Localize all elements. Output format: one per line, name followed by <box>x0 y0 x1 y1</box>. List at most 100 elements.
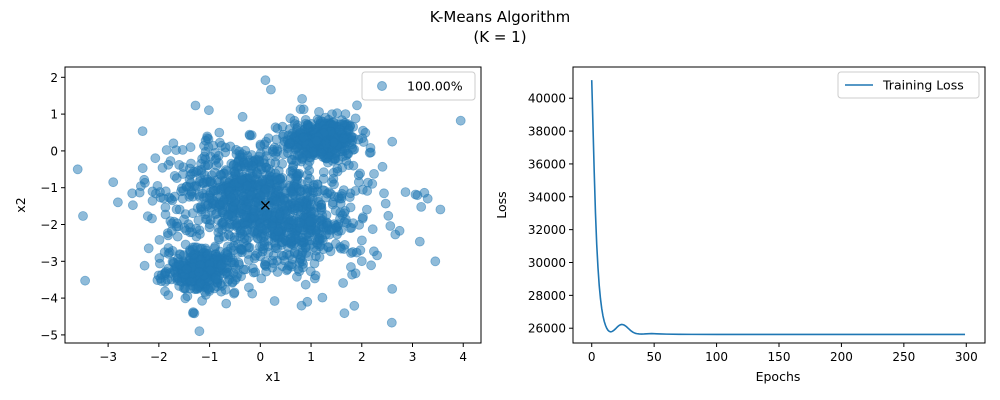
scatter-point <box>185 142 196 153</box>
scatter-point <box>312 193 323 203</box>
scatter-point <box>273 186 284 197</box>
loss-xtick-label: 250 <box>892 350 915 364</box>
scatter-ytick-label: −4 <box>40 292 58 306</box>
scatter-point <box>161 145 172 155</box>
scatter-point <box>287 162 298 173</box>
scatter-point <box>335 198 346 209</box>
scatter-point <box>387 283 398 294</box>
scatter-point <box>353 170 364 181</box>
scatter-point <box>322 157 333 168</box>
scatter-point <box>259 260 270 271</box>
loss-legend-label: Training Loss <box>882 78 964 93</box>
scatter-point <box>430 256 441 267</box>
scatter-point <box>113 197 123 208</box>
scatter-point <box>339 208 350 219</box>
scatter-point <box>372 250 383 261</box>
scatter-point <box>410 189 421 200</box>
scatter-point <box>380 198 391 209</box>
scatter-legend-label: 100.00% <box>407 79 463 94</box>
scatter-point <box>362 185 373 196</box>
scatter-point <box>202 160 213 171</box>
scatter-point <box>202 133 213 144</box>
scatter-point <box>298 132 309 143</box>
scatter-point <box>212 251 222 262</box>
scatter-point <box>250 205 261 216</box>
scatter-point <box>221 255 232 266</box>
scatter-point <box>221 298 232 309</box>
scatter-xtick-label: 2 <box>358 350 366 364</box>
scatter-point <box>274 209 285 220</box>
scatter-point <box>263 247 274 258</box>
loss-xtick-label: 300 <box>955 350 978 364</box>
scatter-point <box>339 217 350 228</box>
scatter-point <box>314 107 324 117</box>
scatter-point <box>227 276 238 287</box>
scatter-point <box>80 275 90 286</box>
scatter-point <box>366 260 377 271</box>
scatter-point <box>272 267 283 277</box>
scatter-point <box>332 163 343 174</box>
loss-ytick-label: 30000 <box>528 256 566 270</box>
scatter-ylabel: x2 <box>13 197 28 212</box>
scatter-point <box>163 230 174 241</box>
scatter-point <box>154 234 165 245</box>
scatter-point <box>78 211 88 221</box>
loss-xlabel: Epochs <box>756 369 801 384</box>
scatter-point <box>194 326 205 337</box>
scatter-point <box>364 147 375 158</box>
scatter-point <box>255 139 266 150</box>
scatter-point <box>229 287 240 298</box>
scatter-point <box>322 188 333 199</box>
scatter-point <box>256 164 267 175</box>
scatter-point <box>174 259 184 270</box>
scatter-point <box>163 159 174 170</box>
scatter-point <box>336 115 347 125</box>
scatter-point <box>302 296 313 307</box>
scatter-point <box>312 179 323 190</box>
scatter-point <box>160 209 171 220</box>
scatter-point <box>143 243 154 254</box>
scatter-point <box>394 225 405 236</box>
scatter-point <box>242 157 253 168</box>
scatter-point <box>414 236 425 247</box>
scatter-point <box>369 168 379 179</box>
scatter-point <box>223 267 234 278</box>
scatter-point <box>317 292 328 303</box>
scatter-point <box>356 256 367 267</box>
scatter-point <box>178 169 188 179</box>
scatter-ytick-label: 0 <box>50 144 58 158</box>
scatter-xtick-label: 1 <box>307 350 315 364</box>
scatter-point <box>174 159 185 170</box>
loss-ytick-label: 26000 <box>528 322 566 336</box>
scatter-point <box>180 293 191 304</box>
scatter-point <box>285 138 296 148</box>
scatter-point <box>416 201 427 212</box>
scatter-point <box>208 140 219 151</box>
scatter-point <box>180 239 191 250</box>
scatter-point <box>199 151 210 162</box>
scatter-xtick-label: −2 <box>150 350 168 364</box>
scatter-point <box>208 185 219 196</box>
scatter-ytick-label: 1 <box>50 108 58 122</box>
scatter-point <box>305 216 316 227</box>
scatter-point <box>315 202 326 213</box>
scatter-point <box>277 121 288 132</box>
scatter-legend-marker <box>377 81 387 91</box>
scatter-point <box>385 221 396 231</box>
scatter-point <box>267 221 278 232</box>
scatter-point <box>137 163 148 174</box>
scatter-point <box>350 113 361 124</box>
scatter-point <box>280 200 290 211</box>
loss-xtick-label: 150 <box>768 350 791 364</box>
scatter-point <box>226 192 237 203</box>
scatter-point <box>210 273 221 284</box>
scatter-point <box>278 129 289 140</box>
loss-ylabel: Loss <box>494 191 509 218</box>
scatter-point <box>338 133 349 144</box>
figure-title: K-Means Algorithm <box>430 8 571 26</box>
scatter-point <box>255 222 266 233</box>
scatter-point <box>352 100 362 111</box>
scatter-point <box>361 204 372 215</box>
scatter-point <box>338 185 349 196</box>
scatter-point <box>260 184 271 195</box>
